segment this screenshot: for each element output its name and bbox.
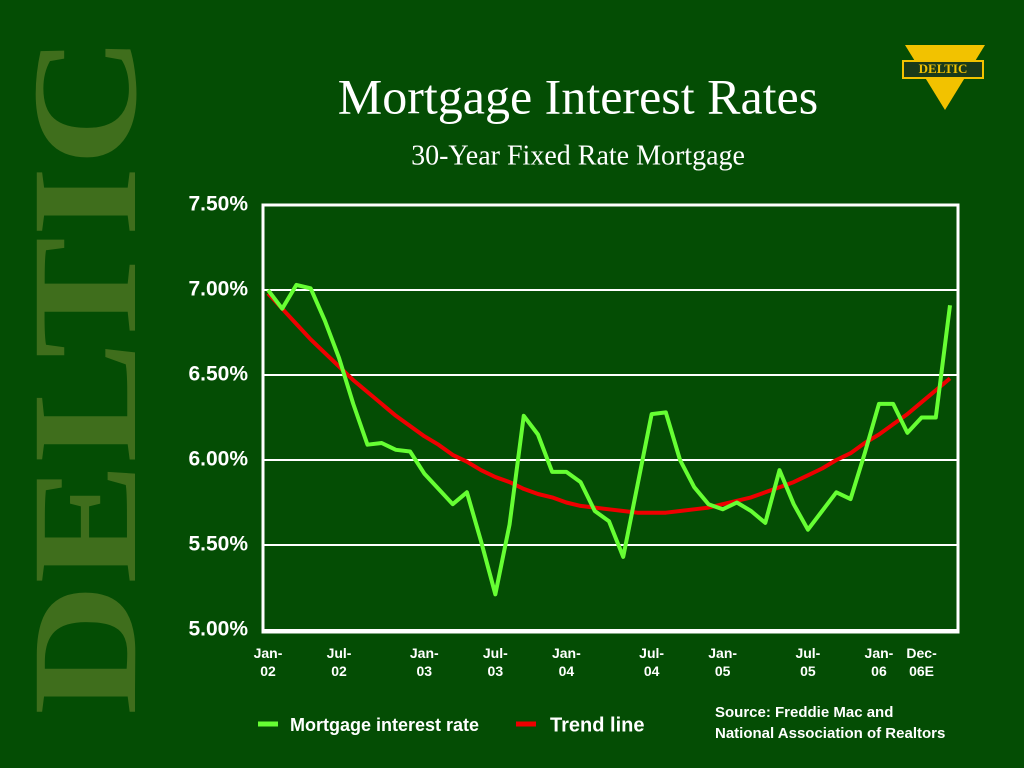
logo-text: DELTIC xyxy=(919,61,968,76)
x-tick-label: Jul- 05 xyxy=(795,645,821,679)
plot-frame xyxy=(261,203,960,634)
x-tick-label: Jan- 02 xyxy=(253,645,283,679)
x-tick-label: Jan- 03 xyxy=(409,645,439,679)
x-tick-label: Jan- 06 xyxy=(864,645,894,679)
data-line xyxy=(266,282,952,597)
x-tick-label: Jan- 04 xyxy=(551,645,581,679)
legend-label: Trend line xyxy=(550,714,644,736)
y-tick-label: 6.50% xyxy=(188,363,248,386)
y-tick-label: 6.00% xyxy=(188,448,248,471)
x-tick-label: Jul- 03 xyxy=(482,645,508,679)
y-tick-label: 7.00% xyxy=(188,278,248,301)
x-tick-label: Jan- 05 xyxy=(708,645,738,679)
x-tick-label: Dec- 06E xyxy=(906,645,937,679)
y-tick-label: 7.50% xyxy=(188,193,248,216)
source-note: Source: Freddie Mac and National Associa… xyxy=(715,704,946,742)
legend-label: Mortgage interest rate xyxy=(290,715,479,735)
y-tick-label: 5.50% xyxy=(188,533,248,556)
logo-box xyxy=(902,60,984,79)
y-tick-label: 5.00% xyxy=(188,618,248,641)
data-line xyxy=(266,292,952,515)
chart-title: Mortgage Interest Rates xyxy=(338,68,818,124)
x-tick-label: Jul- 04 xyxy=(639,645,665,679)
watermark: DELTIC xyxy=(2,35,168,715)
chart-subtitle: 30-Year Fixed Rate Mortgage xyxy=(411,140,745,171)
x-tick-label: Jul- 02 xyxy=(326,645,352,679)
